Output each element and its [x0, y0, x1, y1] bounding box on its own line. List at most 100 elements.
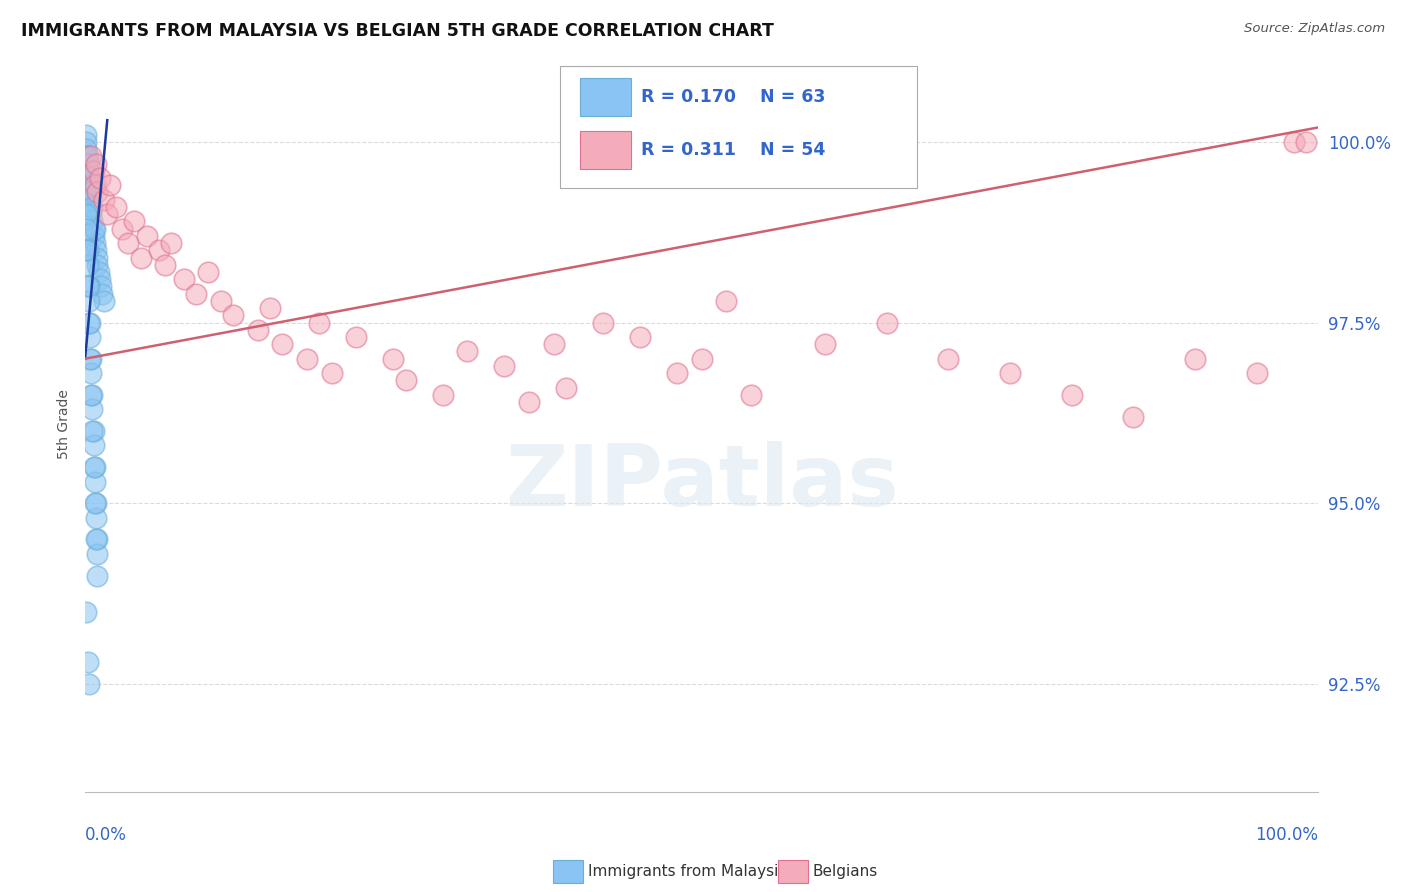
Point — [271, 337, 294, 351]
Text: Belgians: Belgians — [813, 864, 877, 879]
Point — [259, 301, 281, 315]
Point — [104, 200, 127, 214]
Point — [75, 142, 97, 156]
Point — [456, 344, 478, 359]
Point — [84, 156, 107, 170]
Point — [111, 221, 134, 235]
Point — [89, 171, 111, 186]
FancyBboxPatch shape — [560, 66, 918, 188]
Point — [86, 186, 108, 200]
Point — [82, 388, 104, 402]
Point — [876, 316, 898, 330]
Point — [84, 460, 107, 475]
Point — [83, 228, 105, 243]
Point — [80, 388, 103, 402]
Point — [1246, 366, 1268, 380]
Point — [432, 388, 454, 402]
Text: Immigrants from Malaysia: Immigrants from Malaysia — [588, 864, 787, 879]
Point — [246, 323, 269, 337]
Point — [77, 178, 100, 193]
Point — [76, 149, 98, 163]
Point — [84, 533, 107, 547]
Point — [75, 128, 97, 142]
Point — [690, 351, 713, 366]
Point — [124, 214, 146, 228]
Point — [77, 279, 100, 293]
Point — [1122, 409, 1144, 424]
Text: R = 0.170    N = 63: R = 0.170 N = 63 — [641, 88, 825, 106]
Point — [82, 214, 104, 228]
Point — [75, 605, 97, 619]
Point — [209, 293, 232, 308]
Point — [1060, 388, 1083, 402]
Point — [91, 286, 114, 301]
Point — [80, 200, 103, 214]
Point — [308, 316, 330, 330]
Point — [76, 279, 98, 293]
Text: IMMIGRANTS FROM MALAYSIA VS BELGIAN 5TH GRADE CORRELATION CHART: IMMIGRANTS FROM MALAYSIA VS BELGIAN 5TH … — [21, 22, 773, 40]
FancyBboxPatch shape — [579, 78, 631, 116]
Point — [75, 207, 97, 221]
Point — [80, 366, 103, 380]
Point — [197, 265, 219, 279]
Point — [83, 460, 105, 475]
Point — [84, 221, 107, 235]
Point — [77, 677, 100, 691]
Point — [129, 251, 152, 265]
Point — [82, 200, 104, 214]
Text: R = 0.311    N = 54: R = 0.311 N = 54 — [641, 141, 825, 160]
Point — [592, 316, 614, 330]
Point — [75, 221, 97, 235]
Point — [222, 309, 245, 323]
Point — [84, 496, 107, 510]
Point — [173, 272, 195, 286]
Point — [936, 351, 959, 366]
Text: 100.0%: 100.0% — [1256, 826, 1319, 844]
Point — [75, 149, 97, 163]
Point — [79, 351, 101, 366]
Point — [83, 438, 105, 452]
FancyBboxPatch shape — [579, 131, 631, 169]
Point — [295, 351, 318, 366]
Point — [184, 286, 207, 301]
Point — [628, 330, 651, 344]
Point — [79, 330, 101, 344]
Point — [382, 351, 405, 366]
Point — [155, 258, 177, 272]
Point — [77, 293, 100, 308]
Point — [76, 163, 98, 178]
Point — [555, 381, 578, 395]
Point — [740, 388, 762, 402]
Point — [80, 351, 103, 366]
Text: Source: ZipAtlas.com: Source: ZipAtlas.com — [1244, 22, 1385, 36]
Point — [79, 186, 101, 200]
Point — [77, 156, 100, 170]
Point — [86, 533, 108, 547]
Point — [82, 424, 104, 438]
Point — [87, 265, 110, 279]
Point — [93, 293, 115, 308]
Point — [79, 171, 101, 186]
Point — [76, 655, 98, 669]
Point — [160, 236, 183, 251]
Point — [84, 496, 107, 510]
Point — [86, 251, 108, 265]
Point — [84, 510, 107, 524]
Point — [84, 178, 107, 193]
Point — [80, 149, 103, 163]
Point — [666, 366, 689, 380]
Point — [998, 366, 1021, 380]
Point — [135, 228, 157, 243]
Point — [76, 156, 98, 170]
Point — [148, 244, 170, 258]
Point — [344, 330, 367, 344]
Point — [83, 163, 105, 178]
Point — [86, 547, 108, 561]
Point — [76, 244, 98, 258]
Point — [84, 236, 107, 251]
Y-axis label: 5th Grade: 5th Grade — [58, 389, 72, 458]
Point — [77, 171, 100, 186]
Text: 0.0%: 0.0% — [86, 826, 127, 844]
Point — [75, 135, 97, 149]
Point — [79, 316, 101, 330]
